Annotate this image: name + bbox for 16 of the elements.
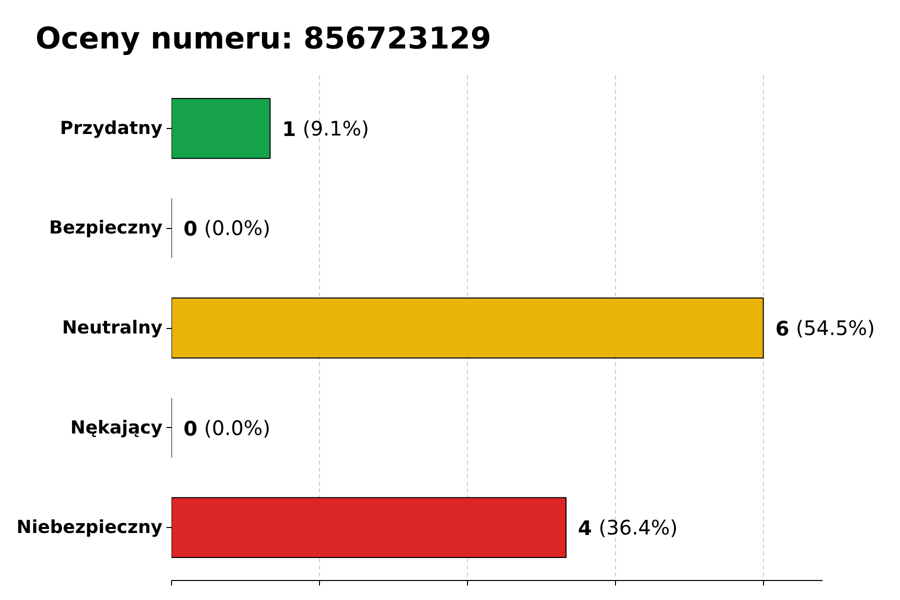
data-label: 6: [775, 316, 790, 340]
y-tick-label: Nękający: [70, 417, 163, 438]
y-tick-label: Bezpieczny: [49, 218, 163, 239]
annotation: (9.1%): [302, 116, 370, 140]
annotation: (36.4%): [598, 516, 678, 540]
data-label: 1: [282, 116, 296, 141]
y-tick-label: Niebezpieczny: [16, 517, 163, 538]
y-tick-label: Neutralny: [62, 318, 163, 338]
data-label: 0: [184, 416, 198, 440]
data-label: 4: [578, 516, 592, 540]
annotation: (0.0%): [204, 416, 270, 440]
data-label: 0: [184, 216, 198, 241]
annotation: (0.0%): [204, 216, 270, 240]
chart-title: Oceny numeru: 856723129: [36, 22, 492, 56]
y-tick-label: Przydatny: [60, 118, 163, 139]
annotation: (54.5%): [796, 316, 875, 340]
